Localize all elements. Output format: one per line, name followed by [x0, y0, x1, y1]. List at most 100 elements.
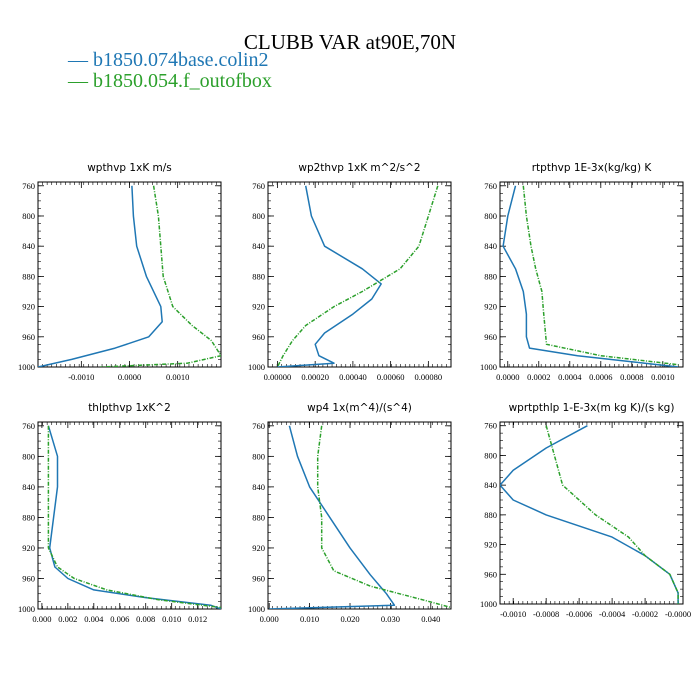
- y-tick-label: 960: [484, 569, 497, 579]
- x-tick-label: 0.002: [58, 614, 77, 624]
- series-line-1: [277, 185, 382, 367]
- y-tick-label: 1000: [248, 362, 265, 372]
- x-tick-label: -0.0008: [533, 609, 559, 619]
- series-line-1: [502, 185, 679, 367]
- series-line-2: [276, 185, 439, 367]
- panel-title: rtpthvp 1E-3x(kg/kg) K: [532, 162, 653, 174]
- y-tick-label: 880: [22, 271, 35, 281]
- series-line-2: [316, 425, 451, 609]
- legend: — b1850.074base.colin2 — b1850.054.f_out…: [68, 50, 272, 92]
- y-tick-label: 800: [484, 450, 497, 460]
- y-tick-label: 760: [484, 181, 497, 191]
- legend-entry-2: — b1850.054.f_outofbox: [68, 70, 272, 92]
- panel-title: wp4 1x(m^4)/(s^4): [307, 402, 412, 414]
- y-tick-label: 880: [484, 510, 497, 520]
- y-tick-label: 960: [22, 332, 35, 342]
- y-tick-label: 840: [252, 241, 265, 251]
- panel-4: thlpthvp 1xK^2 0.000 0.002 0.004 0.006 0.008 0…: [18, 402, 222, 624]
- y-tick-label: 920: [22, 543, 35, 553]
- y-tick-label: 840: [484, 480, 497, 490]
- x-tick-label: 0.012: [188, 614, 207, 624]
- y-tick-label: 800: [22, 211, 35, 221]
- x-tick-label: 0.0002: [527, 372, 550, 382]
- panel-title: wprtpthlp 1-E-3x(m kg K)/(s kg): [509, 402, 675, 414]
- y-tick-label: 840: [252, 482, 265, 492]
- panel-1: wpthvp 1xK m/s -0.0010 0.0000 0.0010 760 800 8…: [18, 162, 222, 382]
- series-line-1: [38, 185, 163, 367]
- x-tick-label: 0.00000: [264, 372, 292, 382]
- x-tick-label: 0.0006: [589, 372, 612, 382]
- x-tick-label: 0.0000: [496, 372, 519, 382]
- series-line-2: [100, 185, 221, 367]
- series-line-2: [522, 185, 679, 366]
- y-tick-label: 960: [484, 332, 497, 342]
- panel-5: wp4 1x(m^4)/(s^4) 0.000 0.010 0.020 0.030 0.0…: [248, 402, 452, 624]
- series-line-1: [47, 425, 221, 609]
- y-tick-label: 1000: [248, 604, 265, 614]
- y-tick-label: 800: [252, 451, 265, 461]
- y-tick-label: 760: [252, 421, 265, 431]
- x-tick-label: 0.000: [260, 614, 279, 624]
- y-tick-label: 880: [252, 271, 265, 281]
- y-tick-label: 800: [22, 451, 35, 461]
- x-tick-label: 0.004: [84, 614, 104, 624]
- x-tick-label: 0.0000: [118, 372, 141, 382]
- plot-frame: [267, 181, 452, 368]
- y-tick-label: 960: [252, 573, 265, 583]
- y-tick-label: 800: [484, 211, 497, 221]
- x-tick-label: 0.008: [136, 614, 155, 624]
- series-line-2: [47, 425, 221, 609]
- y-tick-label: 760: [22, 421, 35, 431]
- y-tick-label: 920: [252, 302, 265, 312]
- x-tick-label: 0.00020: [301, 372, 329, 382]
- x-tick-label: 0.000: [32, 614, 51, 624]
- x-tick-label: 0.0008: [620, 372, 643, 382]
- y-tick-label: 1000: [480, 599, 497, 609]
- x-tick-label: -0.0002: [632, 609, 658, 619]
- x-tick-label: 0.00040: [339, 372, 367, 382]
- y-tick-label: 880: [252, 512, 265, 522]
- y-tick-label: 960: [22, 573, 35, 583]
- x-tick-label: 0.030: [381, 614, 400, 624]
- x-tick-label: 0.006: [110, 614, 129, 624]
- main-title: CLUBB VAR at90E,70N: [243, 30, 457, 54]
- panel-title: wpthvp 1xK m/s: [87, 162, 172, 174]
- x-tick-label: -0.0010: [500, 609, 526, 619]
- x-tick-label: 0.040: [421, 614, 440, 624]
- panel-title: wp2thvp 1xK m^2/s^2: [298, 162, 420, 174]
- series-line-1: [269, 425, 396, 609]
- y-tick-label: 1000: [18, 362, 35, 372]
- y-tick-label: 920: [22, 302, 35, 312]
- series-line-2: [545, 425, 679, 604]
- y-tick-label: 840: [22, 241, 35, 251]
- x-tick-label: 0.010: [162, 614, 181, 624]
- x-tick-label: 0.0004: [558, 372, 582, 382]
- y-tick-label: 1000: [480, 362, 497, 372]
- y-tick-label: 800: [252, 211, 265, 221]
- plot-frame: [37, 181, 222, 368]
- x-tick-label: -0.0006: [566, 609, 592, 619]
- y-tick-label: 960: [252, 332, 265, 342]
- y-tick-label: 1000: [18, 604, 35, 614]
- panel-2: wp2thvp 1xK m^2/s^2 0.00000 0.00020 0.00040…: [248, 162, 452, 382]
- y-tick-label: 920: [252, 543, 265, 553]
- x-tick-label: -0.0010: [68, 372, 94, 382]
- panel-3: rtpthvp 1E-3x(kg/kg) K 0.0000 0.0002 0.0004…: [480, 162, 684, 382]
- panel-6: wprtpthlp 1-E-3x(m kg K)/(s kg) -0.0010 -0…: [480, 402, 691, 619]
- y-tick-label: 840: [22, 482, 35, 492]
- x-tick-label: -0.0004: [599, 609, 626, 619]
- panel-title: thlpthvp 1xK^2: [88, 402, 171, 414]
- x-tick-label: -0.0000: [665, 609, 691, 619]
- y-tick-label: 880: [484, 271, 497, 281]
- y-tick-label: 840: [484, 241, 497, 251]
- series-line-1: [500, 425, 679, 604]
- x-tick-label: 0.0010: [651, 372, 674, 382]
- y-tick-label: 880: [22, 512, 35, 522]
- y-tick-label: 920: [484, 302, 497, 312]
- y-tick-label: 920: [484, 540, 497, 550]
- plot-frame: [37, 421, 222, 610]
- y-tick-label: 760: [484, 421, 497, 431]
- x-tick-label: 0.0010: [166, 372, 189, 382]
- x-tick-label: 0.020: [340, 614, 359, 624]
